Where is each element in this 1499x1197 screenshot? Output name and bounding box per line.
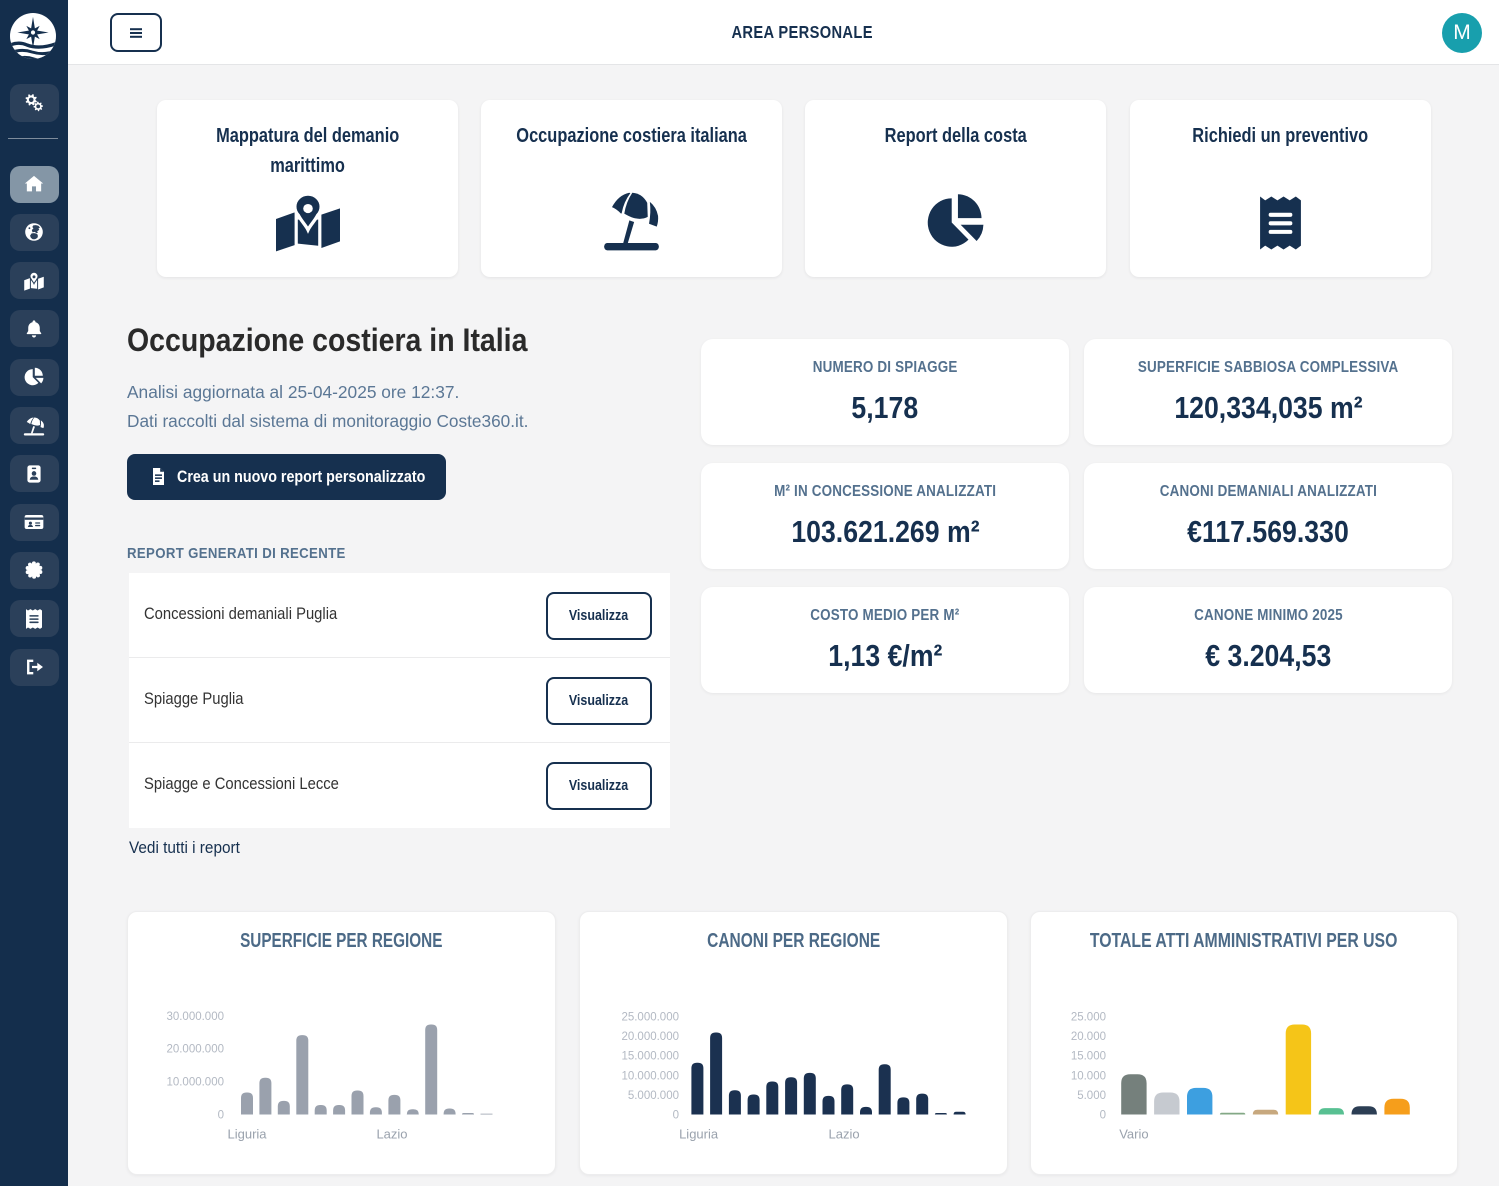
svg-text:Liguria: Liguria <box>679 1127 719 1142</box>
svg-text:30.000.000: 30.000.000 <box>166 1011 224 1023</box>
svg-text:15.000: 15.000 <box>1071 1051 1106 1063</box>
svg-text:20.000.000: 20.000.000 <box>166 1044 224 1056</box>
svg-text:10.000: 10.000 <box>1071 1070 1106 1082</box>
svg-text:0: 0 <box>218 1110 224 1122</box>
svg-text:Vario: Vario <box>1119 1127 1148 1142</box>
svg-text:5.000.000: 5.000.000 <box>628 1090 679 1102</box>
svg-text:10.000.000: 10.000.000 <box>166 1077 224 1089</box>
svg-text:Liguria: Liguria <box>227 1127 267 1142</box>
svg-text:15.000.000: 15.000.000 <box>621 1051 679 1063</box>
svg-text:Lazio: Lazio <box>829 1127 860 1142</box>
svg-text:Lazio: Lazio <box>376 1127 407 1142</box>
svg-text:20.000.000: 20.000.000 <box>621 1031 679 1043</box>
svg-text:25.000: 25.000 <box>1071 1012 1106 1024</box>
svg-text:25.000.000: 25.000.000 <box>621 1012 679 1024</box>
svg-text:5.000: 5.000 <box>1077 1090 1106 1102</box>
svg-text:0: 0 <box>1100 1110 1106 1122</box>
svg-text:0: 0 <box>673 1110 679 1122</box>
svg-text:20.000: 20.000 <box>1071 1031 1106 1043</box>
svg-text:10.000.000: 10.000.000 <box>621 1070 679 1082</box>
